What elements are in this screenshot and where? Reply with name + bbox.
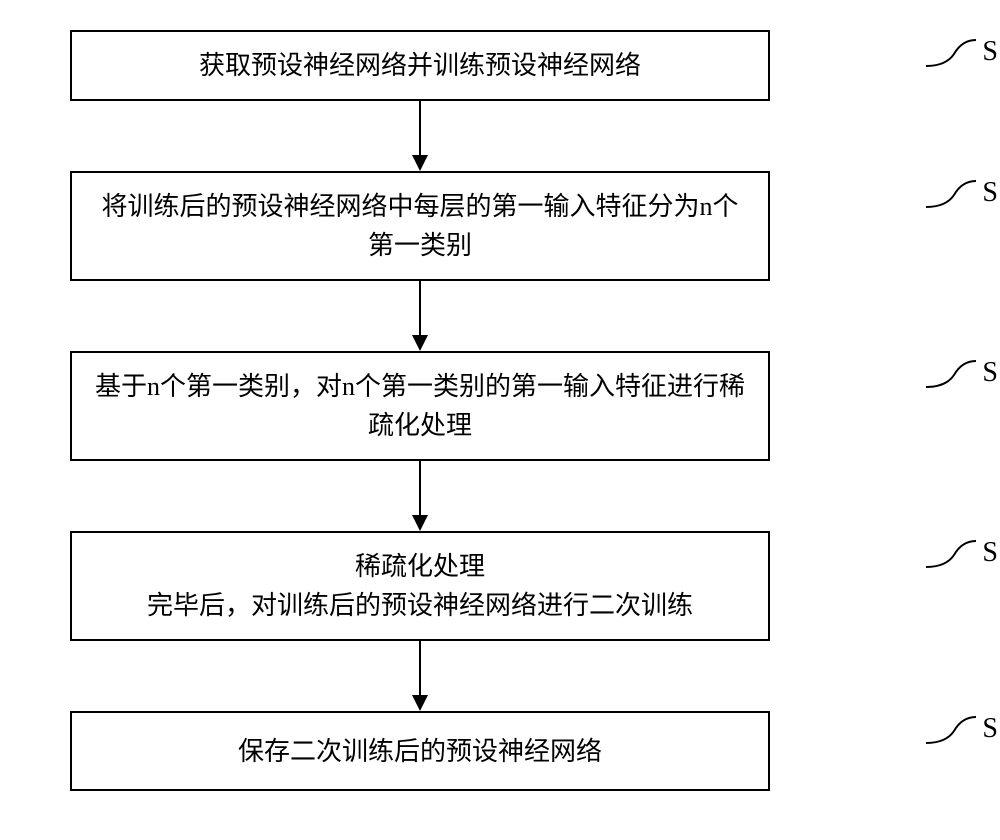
- step-label-connector: S101: [926, 30, 1000, 101]
- step-box-s102: 将训练后的预设神经网络中每层的第一输入特征分为n个第一类别: [70, 171, 770, 281]
- step-label-connector: S105: [926, 711, 1000, 791]
- step-label: S104: [982, 537, 1000, 569]
- step-label-connector: S104: [926, 531, 1000, 641]
- step-label-connector: S103: [926, 351, 1000, 461]
- step-box-s101: 获取预设神经网络并训练预设神经网络: [70, 30, 770, 101]
- arrow-down-icon: [408, 281, 432, 351]
- step-text: 稀疏化处理 完毕后，对训练后的预设神经网络进行二次训练: [147, 547, 693, 625]
- flowchart-arrow: [70, 641, 770, 711]
- step-label: S101: [982, 36, 1000, 68]
- arrow-down-icon: [408, 101, 432, 171]
- flowchart-arrow: [70, 101, 770, 171]
- connector-curve-icon: [926, 713, 976, 753]
- step-box-s103: 基于n个第一类别，对n个第一类别的第一输入特征进行稀疏化处理: [70, 351, 770, 461]
- step-text: 将训练后的预设神经网络中每层的第一输入特征分为n个第一类别: [92, 187, 748, 265]
- flowchart-container: 获取预设神经网络并训练预设神经网络 S101 将训练后的预设神经网络中每层的第一…: [70, 30, 930, 791]
- step-label-connector: S102: [926, 171, 1000, 281]
- connector-curve-icon: [926, 357, 976, 397]
- step-label: S102: [982, 177, 1000, 209]
- step-text: 基于n个第一类别，对n个第一类别的第一输入特征进行稀疏化处理: [92, 367, 748, 445]
- connector-curve-icon: [926, 36, 976, 76]
- arrow-down-icon: [408, 461, 432, 531]
- step-box-s104: 稀疏化处理 完毕后，对训练后的预设神经网络进行二次训练: [70, 531, 770, 641]
- flowchart-arrow: [70, 281, 770, 351]
- connector-curve-icon: [926, 177, 976, 217]
- flowchart-step: 保存二次训练后的预设神经网络 S105: [70, 711, 930, 791]
- flowchart-step: 基于n个第一类别，对n个第一类别的第一输入特征进行稀疏化处理 S103: [70, 351, 930, 461]
- flowchart-step: 获取预设神经网络并训练预设神经网络 S101: [70, 30, 930, 101]
- step-label: S105: [982, 713, 1000, 745]
- step-text: 保存二次训练后的预设神经网络: [238, 732, 602, 771]
- step-box-s105: 保存二次训练后的预设神经网络: [70, 711, 770, 791]
- step-text: 获取预设神经网络并训练预设神经网络: [199, 46, 641, 85]
- connector-curve-icon: [926, 537, 976, 577]
- step-label: S103: [982, 357, 1000, 389]
- flowchart-step: 稀疏化处理 完毕后，对训练后的预设神经网络进行二次训练 S104: [70, 531, 930, 641]
- flowchart-arrow: [70, 461, 770, 531]
- arrow-down-icon: [408, 641, 432, 711]
- flowchart-step: 将训练后的预设神经网络中每层的第一输入特征分为n个第一类别 S102: [70, 171, 930, 281]
